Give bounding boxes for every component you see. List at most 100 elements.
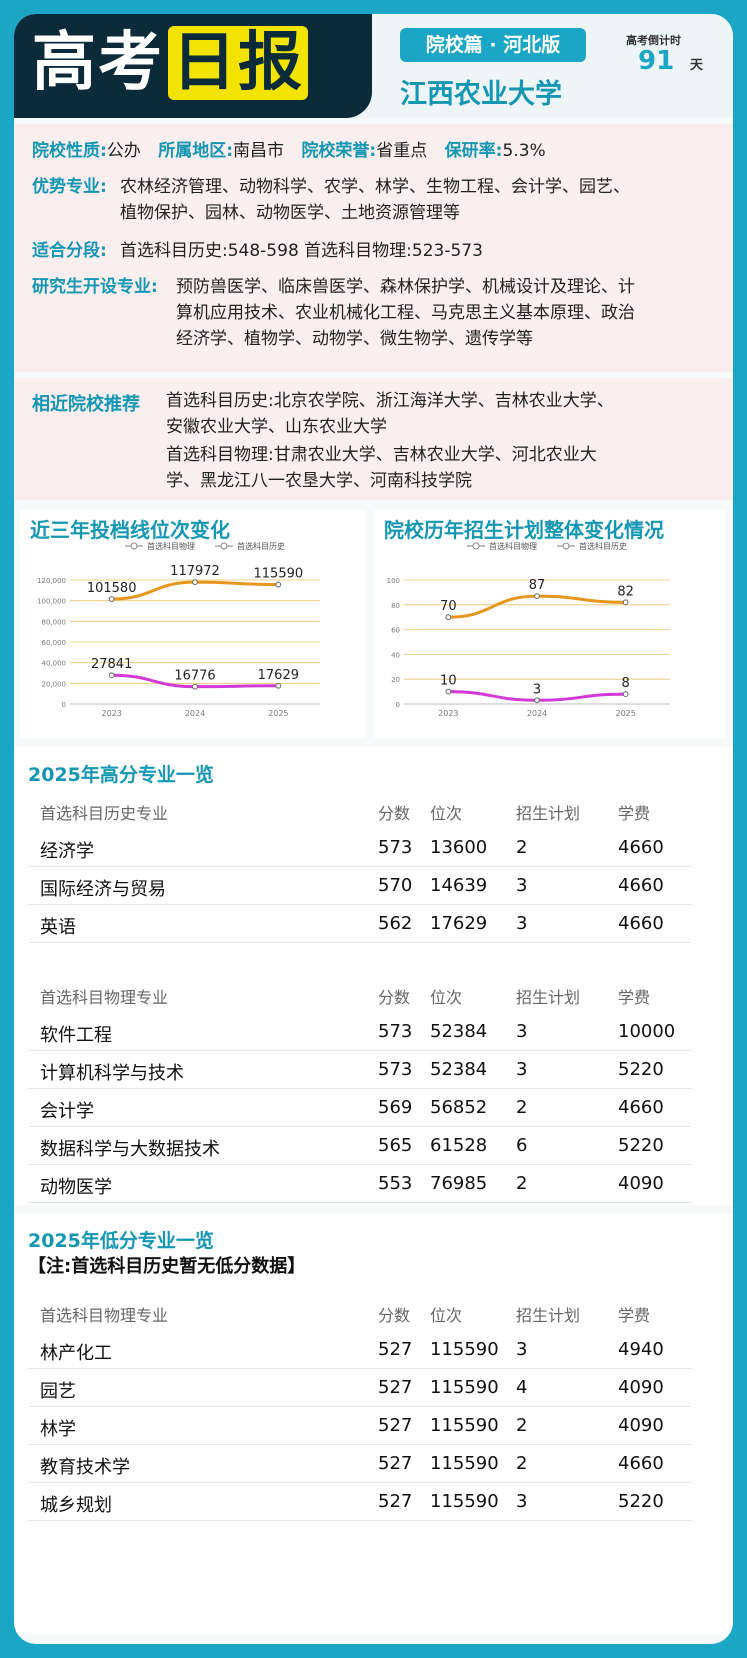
high-physics-table-header-cell: 位次: [430, 988, 463, 1007]
y-tick-label: 100: [387, 577, 400, 585]
logo-text-white: 高考: [32, 26, 164, 100]
high-history-table-cell: 17629: [430, 913, 488, 934]
x-tick-label: 2024: [527, 709, 547, 718]
high-history-table-cell: 573: [378, 837, 413, 858]
high-history-table-cell: 4660: [618, 913, 664, 934]
high-history-table-cell: 经济学: [40, 841, 94, 862]
high-history-table-cell: 14639: [430, 875, 488, 896]
low-physics-table-cell: 4090: [618, 1377, 664, 1398]
low-physics-table-header-cell: 分数: [378, 1306, 411, 1325]
high-physics-table-cell: 3: [516, 1059, 528, 1080]
high-physics-table-cell: 5220: [618, 1135, 664, 1156]
high-physics-table-cell: 565: [378, 1135, 413, 1156]
high-score-title: 2025年高分专业一览: [28, 764, 214, 786]
data-point: [108, 596, 115, 602]
legend-entry: 首选科目物理: [467, 541, 537, 551]
high-physics-table-cell: 动物医学: [40, 1177, 112, 1198]
y-tick-label: 0: [396, 701, 400, 709]
high-physics-table-cell: 573: [378, 1059, 413, 1080]
high-history-table-cell: 3: [516, 913, 528, 934]
y-tick-label: 120,000: [37, 577, 66, 585]
data-label: 70: [440, 599, 457, 614]
majors-label: 优势专业:: [32, 177, 107, 197]
low-score-note: 【注:首选科目历史暂无低分数据】: [28, 1256, 306, 1277]
high-history-table-cell: 3: [516, 875, 528, 896]
y-tick-label: 100,000: [37, 598, 66, 606]
high-history-table-cell: 4660: [618, 875, 664, 896]
majors-line-1: 农林经济管理、动物科学、农学、林学、生物工程、会计学、园艺、: [120, 177, 630, 197]
high-history-table-cell: 562: [378, 913, 413, 934]
high-physics-table-cell: 4660: [618, 1097, 664, 1118]
basic-info-row: 院校性质:公办 所属地区:南昌市 院校荣誉:省重点 保研率:5.3%: [32, 138, 546, 164]
low-physics-table-cell: 115590: [430, 1453, 499, 1474]
plan-chart: 首选科目物理 首选科目历史 0 20 40 60 80 100 2023 2024 2025 70 87…: [387, 541, 670, 718]
logo: 高考 日报: [14, 14, 372, 118]
rank-chart-card: 近三年投档线位次变化 首选科目物理 首选科目历史 0 20,000 40,000 60,0…: [20, 510, 366, 738]
data-label: 3: [533, 682, 541, 697]
y-tick-label: 80: [391, 602, 400, 610]
nature-label: 院校性质:: [32, 141, 107, 161]
high-physics-table-cell: 软件工程: [40, 1025, 112, 1046]
high-history-table-row: 英语 562 17629 3 4660: [28, 904, 692, 943]
high-physics-table-cell: 10000: [618, 1021, 676, 1042]
data-label: 117972: [170, 564, 220, 579]
high-history-table-header-cell: 招生计划: [516, 804, 581, 823]
legend-marker: [562, 542, 570, 550]
edition-badge: 院校篇 · 河北版: [400, 28, 586, 62]
data-point: [192, 579, 198, 585]
data-point: [108, 672, 115, 679]
high-history-table-cell: 570: [378, 875, 413, 896]
low-physics-table-row: 林产化工 527 115590 3 4940: [28, 1330, 692, 1369]
y-tick-label: 40: [391, 651, 400, 659]
low-physics-table-row: 林学 527 115590 2 4090: [28, 1406, 692, 1445]
high-history-table-header-cell: 首选科目历史专业: [40, 804, 169, 823]
legend-entry: 首选科目历史: [557, 541, 627, 551]
high-physics-table-header-cell: 分数: [378, 988, 411, 1007]
legend-label: 首选科目物理: [489, 541, 537, 551]
low-physics-table-header-cell: 首选科目物理专业: [40, 1306, 169, 1325]
low-physics-table-cell: 3: [516, 1491, 528, 1512]
high-history-table-header-cell: 学费: [618, 804, 651, 823]
school-info: 院校性质:公办 所属地区:南昌市 院校荣誉:省重点 保研率:5.3% 优势专业:…: [14, 124, 733, 372]
high-history-table-cell: 13600: [430, 837, 488, 858]
grad-line-3: 经济学、植物学、动物学、微生物学、遗传学等: [176, 329, 533, 349]
similar-label: 相近院校推荐: [32, 394, 140, 415]
grad-label: 研究生开设专业:: [32, 277, 158, 297]
plan-chart-title: 院校历年招生计划整体变化情况: [384, 518, 664, 542]
low-physics-table-cell: 115590: [430, 1491, 499, 1512]
data-point: [445, 614, 452, 621]
grad-line-2: 算机应用技术、农业机械化工程、马克思主义基本原理、政治: [176, 303, 635, 323]
data-label: 115590: [254, 567, 304, 582]
high-history-table-header-cell: 位次: [430, 804, 463, 823]
x-tick-label: 2025: [268, 709, 288, 718]
similar-line-1: 首选科目历史:北京农学院、浙江海洋大学、吉林农业大学、: [166, 391, 614, 411]
data-label: 16776: [174, 669, 215, 684]
high-physics-table-cell: 56852: [430, 1097, 488, 1118]
x-tick-label: 2023: [101, 709, 121, 718]
high-physics-table-row: 软件工程 573 52384 3 10000: [28, 1012, 692, 1051]
data-point: [445, 688, 452, 695]
high-physics-table-cell: 4090: [618, 1173, 664, 1194]
high-physics-table-row: 计算机科学与技术 573 52384 3 5220: [28, 1050, 692, 1089]
low-score-section: 2025年低分专业一览 【注:首选科目历史暂无低分数据】 首选科目物理专业 分数位…: [14, 1214, 733, 1634]
high-physics-table-header-cell: 首选科目物理专业: [40, 988, 169, 1007]
data-point: [275, 581, 282, 588]
high-physics-table-cell: 52384: [430, 1059, 488, 1080]
low-physics-table-cell: 527: [378, 1453, 413, 1474]
plan-chart-card: 院校历年招生计划整体变化情况 首选科目物理 首选科目历史 0 20 40 60 80 100 2…: [374, 510, 726, 738]
low-physics-table-cell: 2: [516, 1453, 528, 1474]
legend-marker: [472, 542, 480, 550]
high-physics-table-cell: 61528: [430, 1135, 488, 1156]
score-value: 首选科目历史:548-598 首选科目物理:523-573: [120, 241, 483, 261]
high-physics-table-row: 会计学 569 56852 2 4660: [28, 1088, 692, 1127]
y-tick-label: 60: [391, 627, 400, 635]
score-label: 适合分段:: [32, 241, 107, 261]
low-physics-table-cell: 5220: [618, 1491, 664, 1512]
low-physics-table-cell: 城乡规划: [40, 1495, 112, 1516]
data-point: [622, 691, 629, 697]
high-history-table-header-cell: 分数: [378, 804, 411, 823]
data-point: [192, 683, 198, 690]
data-point: [534, 697, 540, 704]
high-physics-table-cell: 76985: [430, 1173, 488, 1194]
similar-line-4: 学、黑龙江八一农垦大学、河南科技学院: [166, 471, 472, 491]
